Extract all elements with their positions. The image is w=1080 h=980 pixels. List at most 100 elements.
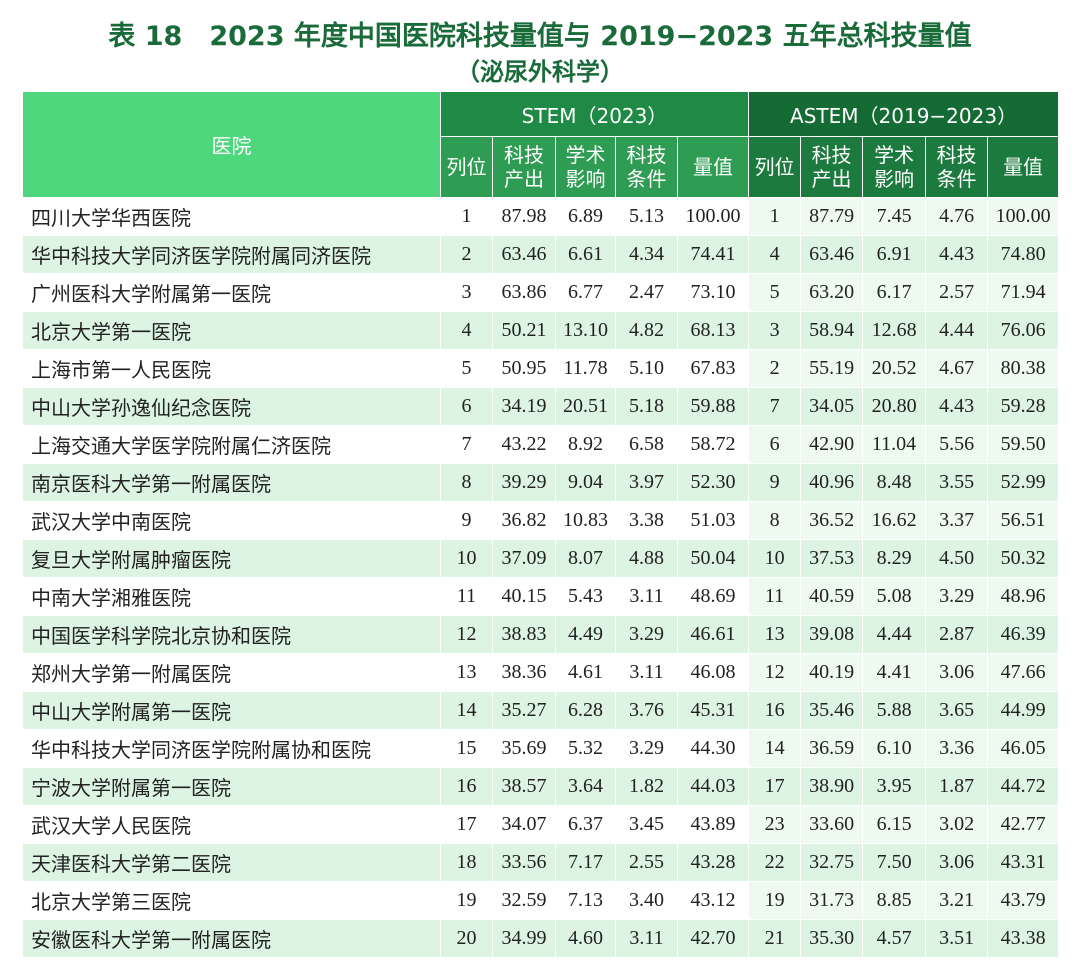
- cell: 36.59: [800, 729, 864, 768]
- cell: 5.10: [615, 349, 678, 388]
- table-row: 四川大学华西医院 1 87.98 6.89 5.13 100.00 1 87.79 7.45 4.…: [22, 197, 1060, 236]
- hospital-name: 中山大学附属第一医院: [22, 691, 441, 730]
- cell: 8.07: [555, 539, 616, 578]
- cell: 6.10: [862, 729, 927, 768]
- cell: 59.50: [987, 425, 1060, 464]
- cell: 35.46: [800, 691, 864, 730]
- cell: 4.43: [925, 387, 989, 426]
- cell: 5.18: [615, 387, 678, 426]
- cell: 38.57: [492, 767, 556, 806]
- column-header-text: 列位: [754, 155, 795, 179]
- cell: 5.56: [925, 425, 989, 464]
- cell: 56.51: [987, 501, 1060, 540]
- cell: 14: [440, 691, 493, 730]
- cell: 6.58: [615, 425, 678, 464]
- header-row: 医院 STEM（2023） ASTEM（2019−2023）: [22, 91, 1060, 198]
- cell: 76.06: [987, 311, 1060, 350]
- cell: 13: [440, 653, 493, 692]
- cell: 4: [440, 311, 493, 350]
- cell: 3.29: [615, 729, 678, 768]
- cell: 51.03: [676, 501, 750, 540]
- cell: 34.05: [800, 387, 864, 426]
- cell: 7.13: [555, 881, 616, 920]
- cell: 31.73: [800, 881, 864, 920]
- cell: 8: [748, 501, 802, 540]
- table-row: 郑州大学第一附属医院 13 38.36 4.61 3.11 46.08 12 40.19 4.4…: [22, 653, 1060, 692]
- data-table: 医院 STEM（2023） ASTEM（2019−2023） 列位 科技产出 学术影响 科技…: [22, 91, 1060, 958]
- subtitle: （泌尿外科学）: [456, 58, 624, 86]
- cell: 4.67: [925, 349, 989, 388]
- cell: 17: [440, 805, 493, 844]
- cell: 2.47: [615, 273, 678, 312]
- cell: 37.09: [492, 539, 556, 578]
- cell: 42.70: [676, 919, 750, 958]
- cell: 12.68: [862, 311, 927, 350]
- cell: 71.94: [987, 273, 1060, 312]
- cell: 34.07: [492, 805, 556, 844]
- hospital-name: 中南大学湘雅医院: [22, 577, 441, 616]
- table-row: 宁波大学附属第一医院 16 38.57 3.64 1.82 44.03 17 38.90 3.9…: [22, 767, 1060, 806]
- cell: 37.53: [800, 539, 864, 578]
- cell: 3.36: [925, 729, 989, 768]
- cell: 4.57: [862, 919, 927, 958]
- cell: 1.87: [925, 767, 989, 806]
- cell: 4.50: [925, 539, 989, 578]
- cell: 7.50: [862, 843, 927, 882]
- cell: 6.89: [555, 197, 616, 236]
- cell: 20.51: [555, 387, 616, 426]
- cell: 6.28: [555, 691, 616, 730]
- cell: 48.96: [987, 577, 1060, 616]
- column-header: 列位: [440, 136, 493, 198]
- cell: 11: [748, 577, 802, 616]
- cell: 10: [440, 539, 493, 578]
- cell: 4.44: [862, 615, 927, 654]
- cell: 43.79: [987, 881, 1060, 920]
- cell: 12: [440, 615, 493, 654]
- table-row: 华中科技大学同济医学院附属同济医院 2 63.46 6.61 4.34 74.41 4 63.…: [22, 235, 1060, 274]
- subheader-row: 列位 科技产出 学术影响 科技条件 量值 列位 科技产出 学术影响 科技条件 量值: [23, 136, 1060, 198]
- cell: 5.13: [615, 197, 678, 236]
- cell: 44.03: [676, 767, 750, 806]
- cell: 50.21: [492, 311, 556, 350]
- cell: 4.44: [925, 311, 989, 350]
- cell: 38.36: [492, 653, 556, 692]
- column-header: 量值: [676, 136, 750, 198]
- cell: 3.40: [615, 881, 678, 920]
- cell: 6.15: [862, 805, 927, 844]
- column-header-text: 列位: [446, 155, 487, 179]
- cell: 46.05: [987, 729, 1060, 768]
- cell: 13.10: [555, 311, 616, 350]
- cell: 16: [748, 691, 802, 730]
- cell: 4: [748, 235, 802, 274]
- table-row: 安徽医科大学第一附属医院 20 34.99 4.60 3.11 42.70 21 35.30 4…: [22, 919, 1060, 958]
- cell: 3.21: [925, 881, 989, 920]
- column-header-text: 学术影响: [565, 143, 606, 191]
- cell: 8.92: [555, 425, 616, 464]
- cell: 3.38: [615, 501, 678, 540]
- cell: 34.99: [492, 919, 556, 958]
- cell: 19: [748, 881, 802, 920]
- cell: 32.59: [492, 881, 556, 920]
- table-row: 天津医科大学第二医院 18 33.56 7.17 2.55 43.28 22 32.75 7.5…: [22, 843, 1060, 882]
- cell: 3.37: [925, 501, 989, 540]
- cell: 33.56: [492, 843, 556, 882]
- hospital-name: 华中科技大学同济医学院附属协和医院: [22, 729, 441, 768]
- hospital-name: 广州医科大学附属第一医院: [22, 273, 441, 312]
- cell: 34.19: [492, 387, 556, 426]
- cell: 3.55: [925, 463, 989, 502]
- cell: 8.85: [862, 881, 927, 920]
- cell: 36.52: [800, 501, 864, 540]
- cell: 5: [440, 349, 493, 388]
- cell: 3.29: [615, 615, 678, 654]
- cell: 3.06: [925, 843, 989, 882]
- column-header: 学术影响: [862, 136, 927, 198]
- column-header-text: 科技产出: [504, 143, 544, 191]
- table-row: 中山大学孙逸仙纪念医院 6 34.19 20.51 5.18 59.88 7 34.05 20.…: [22, 387, 1060, 426]
- cell: 68.13: [676, 311, 750, 350]
- cell: 73.10: [676, 273, 750, 312]
- cell: 10: [748, 539, 802, 578]
- column-header: 列位: [748, 136, 802, 198]
- cell: 100.00: [676, 197, 750, 236]
- column-header-text: 科技产出: [811, 143, 852, 191]
